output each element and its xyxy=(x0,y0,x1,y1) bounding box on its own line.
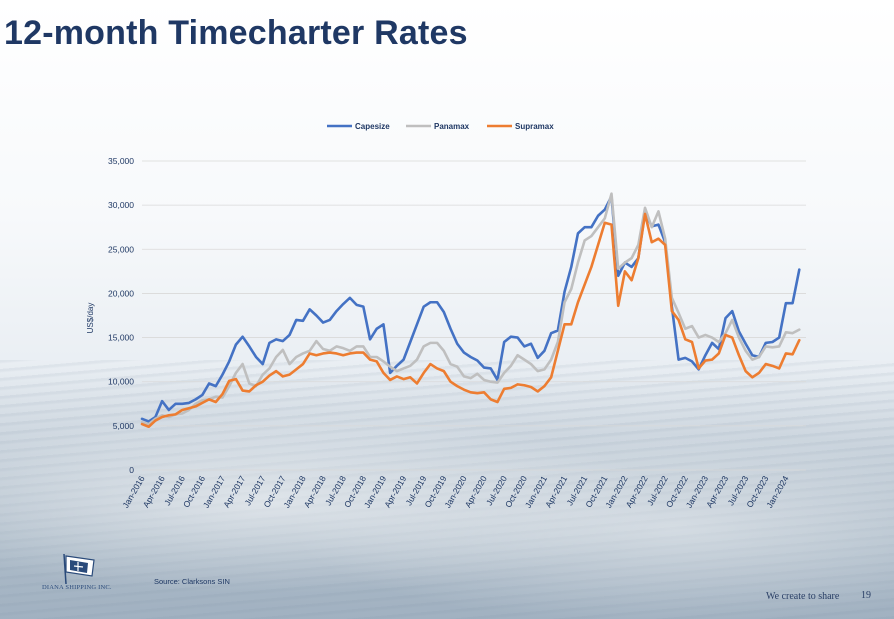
y-tick-label: 5,000 xyxy=(113,421,135,431)
diana-logo xyxy=(63,553,95,585)
series-line-supramax xyxy=(140,212,801,429)
x-axis: Jan-2016Apr-2016Jul-2016Oct-2016Jan-2017… xyxy=(120,474,790,510)
company-name: DIANA SHIPPING INC. xyxy=(42,584,112,591)
y-tick-label: 30,000 xyxy=(108,200,134,210)
y-tick-label: 20,000 xyxy=(108,288,134,298)
y-axis: 0 5,000 10,000 15,000 20,000 25,000 30,000 35,0… xyxy=(108,156,134,475)
series-layer xyxy=(140,192,801,429)
source-note: Source: Clarksons SIN xyxy=(154,577,230,586)
y-tick-label: 35,000 xyxy=(108,156,134,166)
y-axis-label: US$/day xyxy=(86,303,95,334)
page-number: 19 xyxy=(861,590,871,601)
grid-layer xyxy=(142,160,806,471)
legend-label-capesize: Capesize xyxy=(355,122,390,131)
y-tick-label: 0 xyxy=(129,465,134,475)
y-tick-label: 25,000 xyxy=(108,244,134,254)
y-tick-label: 15,000 xyxy=(108,333,134,343)
series-line-capesize xyxy=(140,195,801,423)
flag-icon xyxy=(63,553,95,585)
series-line-panamax xyxy=(140,192,801,426)
legend: Capesize Panamax Supramax xyxy=(327,122,554,131)
sea-background xyxy=(0,360,894,619)
y-tick-label: 10,000 xyxy=(108,377,134,387)
legend-label-panamax: Panamax xyxy=(434,122,470,131)
page-title: 12-month Timecharter Rates xyxy=(4,14,468,52)
legend-label-supramax: Supramax xyxy=(515,122,554,131)
slogan: We create to share xyxy=(766,591,840,602)
